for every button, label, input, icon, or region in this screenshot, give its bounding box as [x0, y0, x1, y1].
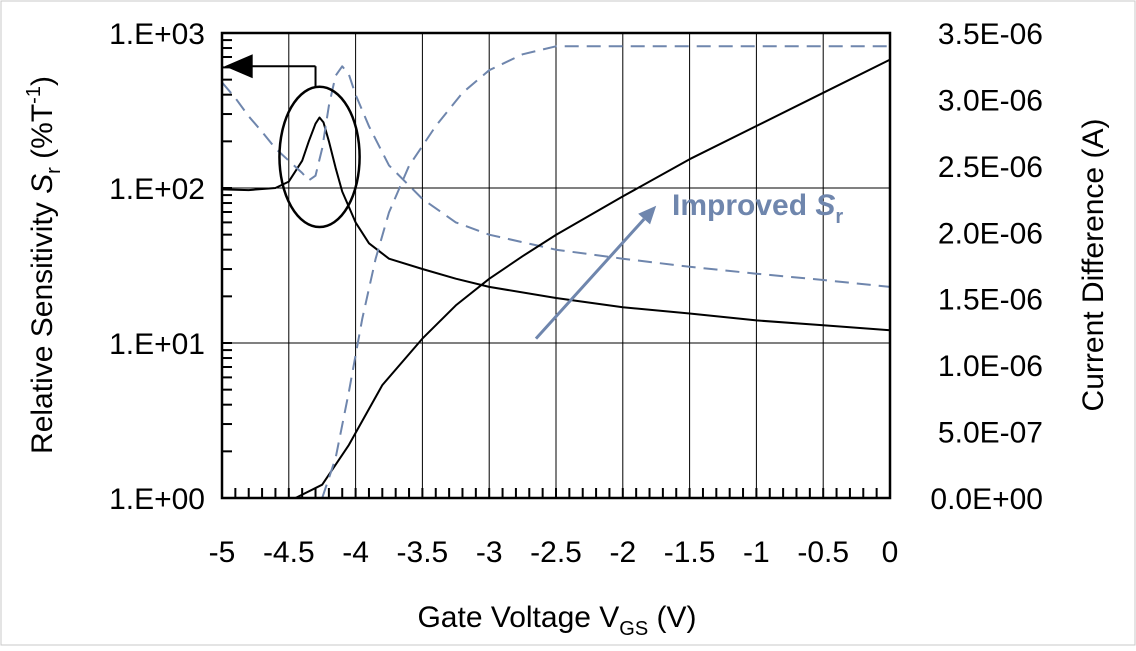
x-tick-label: -1	[743, 536, 770, 569]
plot-area-border	[220, 31, 892, 500]
y-left-tick-label: 1.E+03	[109, 18, 205, 51]
x-tick-label: -2	[609, 536, 636, 569]
y-right-tick-label: 5.0E-07	[938, 417, 1043, 450]
y-left-tick-label: 1.E+01	[109, 328, 205, 361]
series-line-4	[321, 45, 890, 499]
y-right-tick-label: 1.5E-06	[938, 284, 1043, 317]
y-left-tick-label: 1.E+00	[109, 483, 205, 516]
y-left-tick-label: 1.E+02	[109, 173, 205, 206]
y-right-tick-label: 2.0E-06	[938, 217, 1043, 250]
x-tick-label: 0	[882, 536, 899, 569]
improved-arrow-head	[638, 205, 657, 225]
y-left-tick-labels: 1.E+00 1.E+01 1.E+02 1.E+03	[109, 18, 205, 516]
improved-arrow-line	[534, 218, 646, 340]
x-tick-label: -4	[342, 536, 369, 569]
x-tick-label: -2.5	[530, 536, 582, 569]
x-tick-label: -4.5	[263, 536, 315, 569]
y-right-axis-title: Current Difference (A)	[1077, 119, 1110, 412]
y-left-axis-title: Relative Sensitivity Sr (%T-1)	[23, 76, 65, 454]
minor-ticks	[221, 39, 891, 499]
y-right-tick-label: 0.0E+00	[930, 483, 1043, 516]
x-tick-label: -3.5	[397, 536, 449, 569]
y-right-tick-labels: 0.0E+00 5.0E-07 1.0E-06 1.5E-06 2.0E-06 2.5E-…	[930, 18, 1043, 516]
improved-sr-annotation: Improved Sr	[672, 189, 843, 228]
y-right-tick-label: 3.0E-06	[938, 84, 1043, 117]
x-tick-labels: -5 -4.5 -4 -3.5 -3 -2.5 -2 -1.5 -1 -0.5 0	[209, 536, 899, 569]
y-right-tick-label: 2.5E-06	[938, 151, 1043, 184]
x-tick-label: -3	[476, 536, 503, 569]
highlight-ellipse	[278, 85, 361, 229]
y-right-tick-label: 1.0E-06	[938, 350, 1043, 383]
x-tick-label: -0.5	[797, 536, 849, 569]
x-tick-label: -1.5	[664, 536, 716, 569]
annotations	[224, 54, 657, 340]
series-line-3	[295, 58, 891, 499]
y-right-tick-label: 3.5E-06	[938, 18, 1043, 51]
left-arrow-head	[224, 54, 253, 79]
x-tick-label: -5	[209, 536, 236, 569]
x-axis-title: Gate Voltage VGS (V)	[417, 601, 696, 640]
